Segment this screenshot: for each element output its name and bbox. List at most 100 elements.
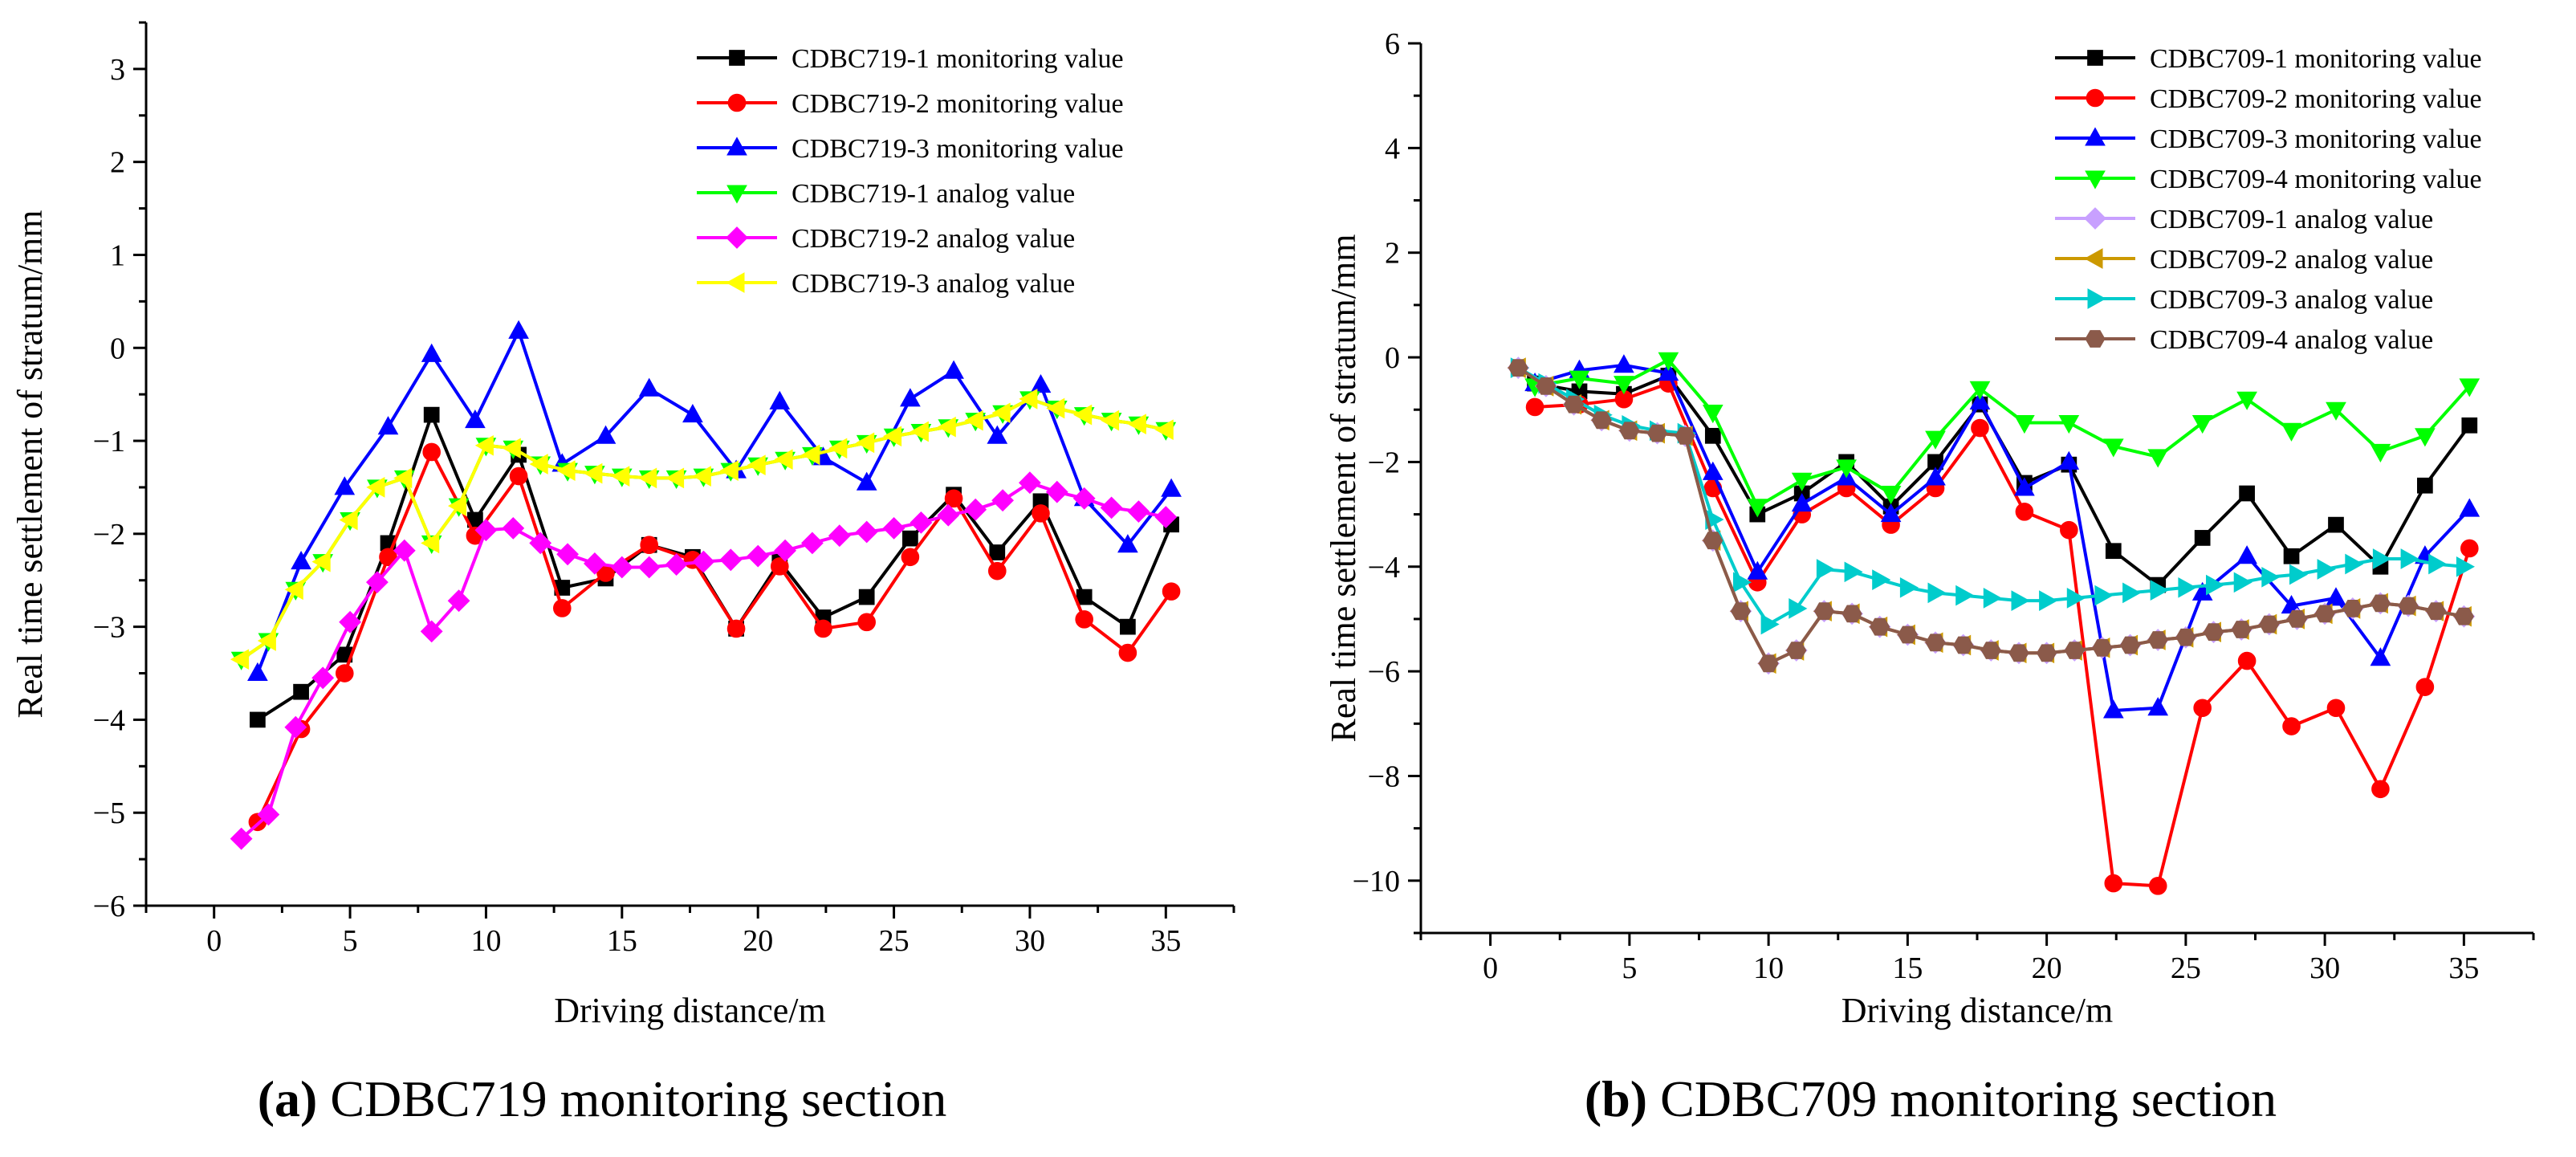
panel-a-y-tick-label: −2 [93, 518, 125, 552]
panel-a-series-1-point [423, 406, 440, 423]
panel-a-y-tick-label: −6 [93, 890, 125, 923]
panel-a-series-6-point [1154, 419, 1174, 441]
panel-b-series-4-point [2370, 443, 2391, 463]
panel-a-series-6-point [937, 416, 956, 438]
panel-b-series-7-point [1733, 572, 1752, 593]
panel-a-series-2-point [335, 664, 354, 682]
panel-a-series-6-point [1127, 414, 1146, 435]
panel-b-series-4-point [2191, 415, 2213, 434]
panel-b-series-2-point [2060, 520, 2078, 540]
panel-a-series-3-point [1117, 534, 1138, 553]
panel-a-series-2-point [552, 599, 572, 617]
panel-b-y-tick-label: 6 [1385, 27, 1400, 61]
panel-a-series-6-point [366, 477, 385, 498]
panel-a-y-tick-label: 0 [110, 332, 125, 365]
panel-b-series-8-point [1813, 602, 1834, 621]
panel-b-series-7-point [1899, 576, 1919, 598]
panel-a-series-6-point [230, 649, 250, 670]
panel-b-legend-label: CDBC709-3 monitoring value [2150, 124, 2482, 154]
panel-b-series-1 [1527, 368, 2478, 593]
panel-b-series-8-point [1508, 359, 1528, 377]
panel-b-series-2-point [2282, 717, 2301, 735]
panel-b-series-4-point [1836, 459, 1857, 479]
panel-b-series-4-point [1880, 486, 1902, 505]
panel-b-series-4-point [2236, 391, 2257, 410]
panel-b-series-2-point [2148, 877, 2167, 895]
panel-a-series-3-point [1161, 478, 1182, 497]
panel-b-x-tick-label: 20 [2032, 951, 2062, 985]
panel-b-series-7-point [1983, 588, 2002, 609]
panel-a-legend-marker [727, 93, 747, 112]
panel-a-series-3-point [682, 403, 703, 423]
panel-a-series-5-point [1127, 500, 1150, 524]
panel-b-series-7-point [2039, 590, 2058, 611]
panel-b-series-1-point [2328, 516, 2344, 533]
panel-b-series-7-point [1955, 585, 1975, 606]
panel-a-x-tick-label: 35 [1150, 924, 1181, 958]
panel-a-series-2-point [509, 466, 528, 486]
panel-a-series-6-point [257, 630, 276, 651]
panel-b-series-8-point [2426, 602, 2447, 621]
panel-b-series-7-point [2400, 548, 2419, 569]
panel-a-series-2-point [1075, 610, 1093, 629]
panel-a-x-tick-label: 5 [343, 924, 358, 958]
panel-b-series-2-point [2237, 651, 2257, 670]
panel-b-series-3-point [2014, 477, 2035, 496]
panel-a-series-5-point [230, 827, 253, 850]
panel-a-series-4 [230, 391, 1177, 670]
panel-a-x-tick-label: 20 [743, 924, 773, 958]
panel-b-series-7-point [1927, 582, 1947, 604]
panel-a-series-2-point [1162, 582, 1181, 601]
panel-a-series-5-point [365, 571, 389, 594]
panel-b-series-1-point [2461, 417, 2478, 434]
panel-a-series-3-point [595, 425, 617, 444]
panel-a-series-6-point [421, 532, 440, 554]
panel-b-series-3-point [2326, 587, 2346, 606]
panel-b-series-7-point [2345, 553, 2364, 575]
panel-a-series-2-point [857, 613, 876, 632]
panel-b-series-8-point [2037, 644, 2057, 662]
panel-a-series-5-point [474, 519, 498, 542]
panel-a-series-5-point [637, 556, 661, 579]
panel-b-series-3-point [1747, 560, 1768, 580]
panel-a-series-1-point [250, 711, 266, 728]
panel-b-series-4-point [1702, 405, 1723, 424]
panel-a-series-1-point [902, 530, 918, 547]
panel-a-x-axis-label: Driving distance/m [554, 991, 826, 1030]
panel-b-series-8-point [1619, 422, 1640, 440]
panel-b-series-8-point [2147, 631, 2168, 649]
panel-a-series-6-point [556, 460, 576, 481]
panel-a-y-tick-label: −5 [93, 796, 125, 830]
panel-b-x-tick-label: 25 [2171, 951, 2201, 985]
panel-b-x-tick-label: 35 [2448, 951, 2479, 985]
panel-a-series-3-point [987, 425, 1008, 444]
panel-b-series-4-point [1569, 370, 1590, 389]
panel-b-series-7-point [2066, 588, 2086, 609]
panel-b-y-tick-label: −10 [1353, 865, 1400, 898]
panel-b-series-8-point [1646, 424, 1668, 442]
panel-a-series-5-point [828, 524, 851, 548]
panel-b-x-tick-label: 0 [1483, 951, 1498, 985]
panel-a-series-6-point [774, 449, 793, 471]
panel-a-series-3-point [856, 471, 877, 491]
panel-b-series-8-point [1897, 625, 1918, 644]
panel-a-series-3-point [900, 388, 921, 407]
panel-b-series-6 [1507, 357, 2472, 674]
panel-b-series-7-point [2456, 556, 2476, 577]
panel-a-series-5-point [800, 532, 824, 555]
panel-a-series-5-point [747, 544, 770, 568]
panel-a-series-5-point [393, 539, 416, 562]
panel-a-series-6-point [339, 509, 358, 531]
panel-b-legend-marker [2085, 330, 2106, 348]
panel-b-legend: CDBC709-1 monitoring value CDBC709-2 moni… [2055, 44, 2482, 355]
panel-b-chart: 0 5 10 15 20 25 30 35 −10 −8 −6 −4 −2 0 2 4 6 Driving dis… [1324, 27, 2535, 1030]
panel-a-series-6-point [1019, 389, 1038, 409]
panel-a-y-tick-label: 2 [110, 146, 125, 180]
panel-a-series-3-point [508, 320, 529, 339]
panel-a-series-2-point [422, 442, 441, 462]
panel-b-series-2-point [1971, 418, 1989, 438]
panel-b-series-7-point [2289, 564, 2309, 585]
panel-a-series-5 [230, 471, 1178, 850]
panel-a-series-6-point [964, 409, 983, 431]
panel-b-series-7-point [1816, 559, 1836, 580]
